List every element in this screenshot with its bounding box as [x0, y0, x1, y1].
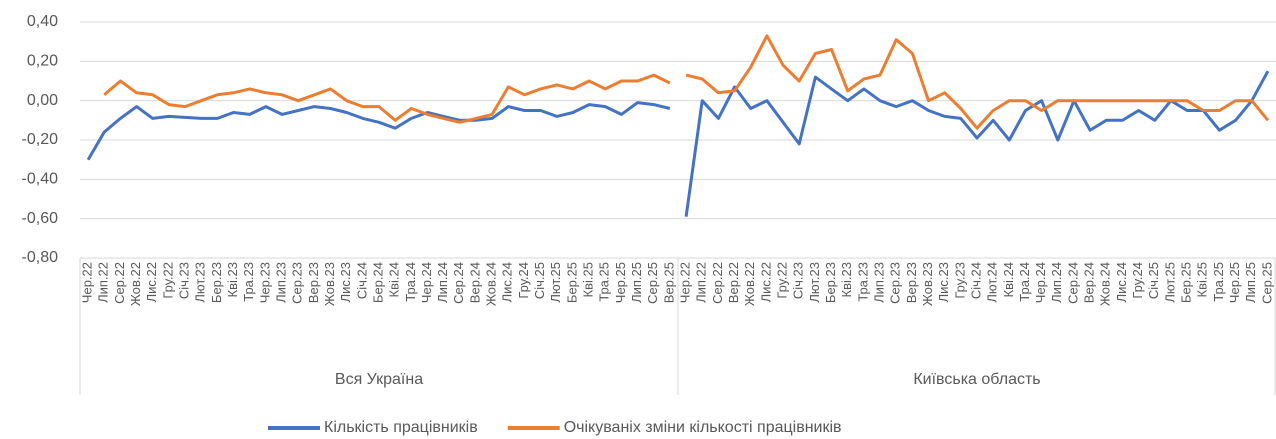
x-tick-label: Лис.24 — [500, 262, 515, 302]
x-tick-label: Вер.25 — [661, 262, 676, 303]
x-tick-label: Вер.24 — [1082, 262, 1097, 303]
legend-label: Кількість працівників — [324, 419, 478, 436]
x-tick-label: Січ.23 — [791, 262, 806, 299]
x-tick-label: Вер.24 — [467, 262, 482, 303]
x-tick-label: Січ.25 — [532, 262, 547, 299]
legend-label: Очікуваніх зміни кількості працівників — [564, 419, 842, 436]
y-tick-label: 0,00 — [27, 92, 58, 109]
x-tick-label: Січ.24 — [968, 262, 983, 299]
x-tick-label: Чер.22 — [678, 262, 693, 303]
x-tick-label: Жов.22 — [742, 262, 757, 306]
series-line — [685, 34, 1270, 130]
x-tick-label: Кві.24 — [1001, 262, 1016, 297]
x-tick-label: Тра.24 — [403, 262, 418, 302]
x-tick-label: Тра.23 — [241, 262, 256, 302]
x-tick-label: Лют.24 — [985, 262, 1000, 303]
x-tick-label: Кві.25 — [581, 262, 596, 297]
x-tick-label: Лют.25 — [1162, 262, 1177, 303]
y-tick-label: -0,20 — [22, 131, 59, 148]
x-tick-label: Лют.25 — [548, 262, 563, 303]
x-tick-label: Гру.24 — [516, 262, 531, 299]
x-tick-label: Січ.23 — [176, 262, 191, 299]
x-tick-label: Тра.25 — [597, 262, 612, 302]
x-tick-label: Сер.24 — [451, 262, 466, 304]
x-tick-label: Гру.22 — [774, 262, 789, 299]
x-tick-label: Бер.25 — [1179, 262, 1194, 303]
x-tick-label: Бер.25 — [564, 262, 579, 303]
x-tick-label: Лип.22 — [96, 262, 111, 303]
x-tick-label: Лют.23 — [193, 262, 208, 303]
x-tick-label: Бер.24 — [370, 262, 385, 303]
x-tick-label: Січ.24 — [354, 262, 369, 299]
x-tick-label: Жов.22 — [128, 262, 143, 306]
x-tick-label: Лип.25 — [629, 262, 644, 303]
x-tick-label: Лис.23 — [338, 262, 353, 302]
x-tick-label: Жов.23 — [920, 262, 935, 306]
x-tick-label: Тра.24 — [1017, 262, 1032, 302]
x-tick-label: Жов.24 — [484, 262, 499, 306]
x-tick-label: Сер.22 — [112, 262, 127, 304]
x-tick-label: Сер.25 — [1259, 262, 1274, 304]
x-tick-label: Чер.23 — [257, 262, 272, 303]
x-tick-label: Лип.24 — [435, 262, 450, 303]
y-tick-label: 0,20 — [27, 53, 58, 70]
x-tick-label: Вер.23 — [904, 262, 919, 303]
x-tick-label: Гру.23 — [952, 262, 967, 299]
x-tick-label: Лис.22 — [144, 262, 159, 302]
x-tick-label: Сер.24 — [1065, 262, 1080, 304]
x-tick-label: Бер.23 — [209, 262, 224, 303]
x-tick-label: Січ.25 — [1146, 262, 1161, 299]
x-tick-label: Жов.24 — [1098, 262, 1113, 306]
x-tick-label: Лип.24 — [1049, 262, 1064, 303]
x-tick-label: Вер.23 — [306, 262, 321, 303]
x-tick-label: Чер.25 — [1227, 262, 1242, 303]
x-tick-label: Кві.23 — [839, 262, 854, 297]
x-tick-label: Гру.24 — [1130, 262, 1145, 299]
y-tick-label: -0,40 — [22, 171, 59, 188]
series-line — [103, 73, 671, 124]
x-tick-label: Лис.22 — [758, 262, 773, 302]
x-tick-label: Чер.25 — [613, 262, 628, 303]
x-tick-label: Кві.23 — [225, 262, 240, 297]
x-tick-label: Жов.23 — [322, 262, 337, 306]
x-tick-label: Кві.24 — [387, 262, 402, 297]
x-tick-label: Чер.24 — [1033, 262, 1048, 303]
x-tick-label: Сер.23 — [290, 262, 305, 304]
y-tick-label: -0,60 — [22, 210, 59, 227]
x-tick-label: Кві.25 — [1195, 262, 1210, 297]
x-tick-label: Сер.22 — [710, 262, 725, 304]
series-line — [86, 101, 671, 161]
x-tick-label: Лип.25 — [1243, 262, 1258, 303]
x-tick-label: Вер.22 — [726, 262, 741, 303]
series-line — [684, 70, 1270, 217]
x-tick-label: Гру.22 — [160, 262, 175, 299]
y-tick-label: 0,40 — [27, 13, 58, 30]
x-tick-label: Чер.22 — [80, 262, 95, 303]
x-tick-label: Лип.23 — [871, 262, 886, 303]
x-tick-label: Сер.23 — [888, 262, 903, 304]
x-tick-label: Лют.23 — [807, 262, 822, 303]
x-tick-label: Тра.25 — [1211, 262, 1226, 302]
x-tick-label: Лис.24 — [1114, 262, 1129, 302]
x-tick-label: Чер.24 — [419, 262, 434, 303]
group-label: Вся Україна — [335, 371, 423, 388]
x-tick-label: Бер.23 — [823, 262, 838, 303]
x-tick-label: Тра.23 — [855, 262, 870, 302]
y-tick-label: -0,80 — [22, 249, 59, 266]
x-tick-label: Лип.22 — [694, 262, 709, 303]
x-tick-label: Лип.23 — [273, 262, 288, 303]
x-tick-label: Сер.25 — [645, 262, 660, 304]
x-tick-label: Лис.23 — [936, 262, 951, 302]
group-label: Київська область — [913, 371, 1040, 388]
